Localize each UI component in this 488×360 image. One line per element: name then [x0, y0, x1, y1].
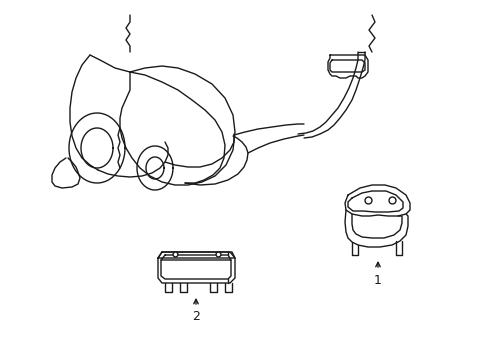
Text: 1: 1 [373, 274, 381, 287]
Text: 2: 2 [192, 310, 200, 323]
